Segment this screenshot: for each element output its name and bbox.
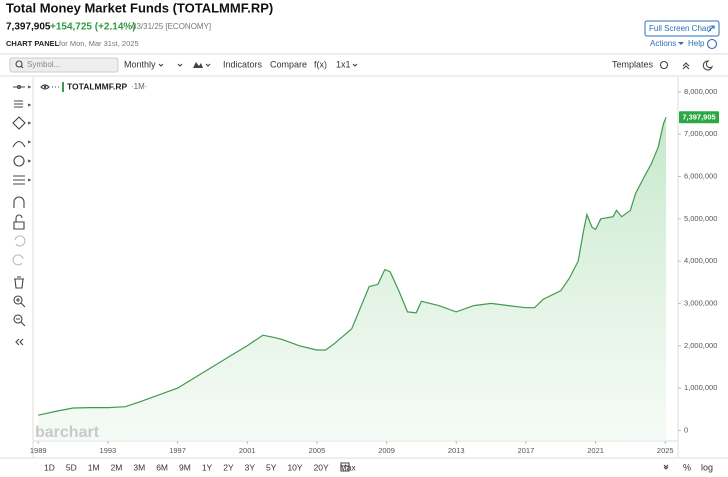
tool-expand [27, 85, 32, 182]
y-tick-label: 8,000,000 [684, 87, 717, 96]
watermark: barchart [35, 424, 100, 441]
area-fill [38, 117, 667, 442]
indicators-button[interactable]: Indicators [223, 59, 263, 69]
compare-button[interactable]: Compare [270, 59, 307, 69]
tool-lock[interactable] [13, 214, 25, 230]
range-button[interactable]: 5D [66, 462, 77, 472]
quote-date: 03/31/25 [ECONOMY] [132, 22, 211, 31]
tool-delete[interactable] [14, 276, 24, 289]
x-tick-label: 1989 [30, 446, 47, 455]
tool-pattern[interactable] [13, 175, 25, 185]
y-tick-label: 0 [684, 425, 688, 434]
percent-toggle[interactable]: % [683, 462, 691, 472]
tool-magnet[interactable] [13, 196, 25, 208]
tool-redo[interactable] [12, 254, 24, 266]
tool-zoom-in[interactable] [13, 295, 26, 308]
visibility-icon [43, 85, 47, 89]
page-title: Total Money Market Funds (TOTALMMF.RP) [6, 0, 273, 15]
dropdown-chevron [158, 63, 358, 67]
price-tag-label: 7,397,905 [682, 112, 715, 121]
range-button[interactable]: 1M [88, 462, 100, 472]
range-button[interactable]: 20Y [314, 462, 329, 472]
x-tick-label: 2017 [518, 446, 535, 455]
legend-label: TOTALMMF.RP [67, 81, 127, 91]
y-tick-label: 1,000,000 [684, 383, 717, 392]
y-tick-label: 2,000,000 [684, 341, 717, 350]
collapse-icon[interactable] [682, 62, 690, 70]
tool-fib[interactable] [14, 100, 23, 108]
range-button[interactable]: 1D [44, 462, 55, 472]
y-tick-label: 4,000,000 [684, 256, 717, 265]
y-tick-label: 6,000,000 [684, 171, 717, 180]
log-toggle[interactable]: log [701, 462, 713, 472]
range-button[interactable]: 10Y [287, 462, 302, 472]
drawing-toolbar [12, 85, 32, 346]
symbol-input[interactable] [9, 57, 119, 73]
templates-button[interactable]: Templates [612, 59, 654, 69]
theme-icon[interactable] [702, 60, 714, 71]
x-tick-label: 1993 [100, 446, 117, 455]
legend-swatch [62, 82, 64, 92]
y-tick-label: 7,000,000 [684, 129, 717, 138]
x-tick-label: 1997 [169, 446, 186, 455]
actions-caret [678, 42, 684, 45]
price-change: +154,725 (+2.14%) [50, 22, 136, 33]
symbol-placeholder: Symbol... [27, 60, 60, 69]
series-line [38, 117, 667, 416]
range-button[interactable]: 6M [156, 462, 168, 472]
x-tick-label: 2013 [448, 446, 465, 455]
x-tick-label: 2005 [309, 446, 326, 455]
tool-arc[interactable] [12, 140, 26, 148]
tool-line[interactable] [13, 85, 25, 89]
search-icon [20, 65, 24, 69]
calendar-icon[interactable] [340, 462, 350, 472]
legend-interval: ·1M· [131, 82, 147, 91]
tool-collapse[interactable] [15, 338, 24, 346]
last-price: 7,397,905 [6, 22, 51, 33]
y-tick-label: 5,000,000 [684, 214, 717, 223]
range-button[interactable]: 5Y [266, 462, 277, 472]
search-icon [15, 60, 23, 68]
range-button[interactable]: Max [340, 462, 357, 472]
fullscreen-icon [707, 25, 715, 33]
panel-date: for Mon, Mar 31st, 2025 [59, 39, 139, 48]
tool-undo[interactable] [14, 235, 26, 247]
chart-type-icon[interactable] [193, 62, 203, 68]
settings-icon[interactable] [659, 60, 669, 70]
range-button[interactable]: 2Y [223, 462, 234, 472]
tool-zoom-out[interactable] [13, 314, 26, 327]
collapse-icon[interactable] [663, 464, 669, 470]
range-button[interactable]: 3M [133, 462, 145, 472]
visibility-icon[interactable] [40, 84, 50, 90]
fx-button[interactable]: f(x) [314, 59, 327, 69]
x-tick-label: 2025 [657, 446, 674, 455]
fullscreen-label[interactable]: Full Screen Chart [649, 24, 712, 33]
y-tick-label: 3,000,000 [684, 298, 717, 307]
price-tag [679, 111, 719, 124]
range-button[interactable]: 2M [111, 462, 123, 472]
x-tick-label: 2021 [587, 446, 604, 455]
tool-shape[interactable] [12, 116, 26, 130]
panel-label: CHART PANEL [6, 39, 60, 48]
range-button[interactable]: 9M [179, 462, 191, 472]
help-icon [706, 38, 718, 50]
range-button[interactable]: 1Y [202, 462, 213, 472]
interval-select[interactable]: Monthly [124, 59, 156, 69]
x-tick-label: 2009 [378, 446, 395, 455]
actions-menu[interactable]: Actions [650, 39, 676, 48]
x-tick-label: 2001 [239, 446, 256, 455]
layout-select[interactable]: 1x1 [336, 59, 351, 69]
fullscreen-button[interactable] [644, 20, 720, 37]
range-button[interactable]: 3Y [245, 462, 256, 472]
help-link[interactable]: Help [688, 39, 705, 48]
tool-count[interactable] [13, 155, 25, 167]
